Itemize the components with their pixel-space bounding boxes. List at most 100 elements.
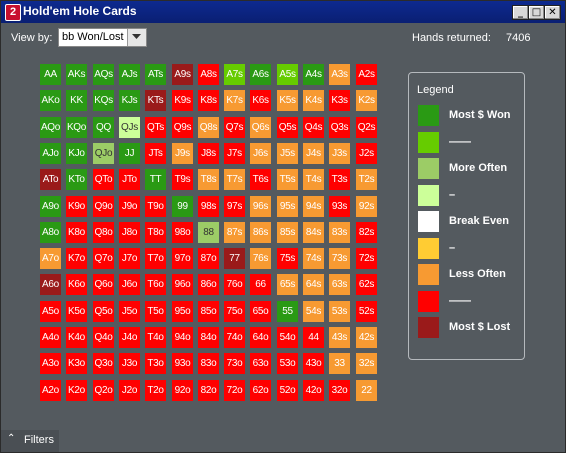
hand-cell[interactable]: 92s	[356, 196, 377, 217]
hand-cell[interactable]: QTo	[93, 169, 114, 190]
hand-cell[interactable]: 32o	[329, 380, 350, 401]
hand-cell[interactable]: A6s	[250, 64, 271, 85]
hand-cell[interactable]: A7s	[224, 64, 245, 85]
hand-cell[interactable]: J5s	[277, 143, 298, 164]
hand-cell[interactable]: J5o	[119, 301, 140, 322]
hand-cell[interactable]: A6o	[40, 274, 61, 295]
hand-cell[interactable]: KTs	[145, 90, 166, 111]
hand-cell[interactable]: K4s	[303, 90, 324, 111]
hand-cell[interactable]: A8s	[198, 64, 219, 85]
hand-cell[interactable]: 73s	[329, 248, 350, 269]
hand-cell[interactable]: T9s	[172, 169, 193, 190]
hand-cell[interactable]: 76s	[250, 248, 271, 269]
hand-cell[interactable]: 74s	[303, 248, 324, 269]
hand-cell[interactable]: J9s	[172, 143, 193, 164]
hand-cell[interactable]: T4o	[145, 327, 166, 348]
hand-cell[interactable]: A7o	[40, 248, 61, 269]
hand-cell[interactable]: K9o	[66, 196, 87, 217]
hand-cell[interactable]: Q2o	[93, 380, 114, 401]
hand-cell[interactable]: K5s	[277, 90, 298, 111]
hand-cell[interactable]: 63o	[250, 353, 271, 374]
hand-cell[interactable]: 87s	[224, 222, 245, 243]
hand-cell[interactable]: T2o	[145, 380, 166, 401]
hand-cell[interactable]: A5o	[40, 301, 61, 322]
hand-cell[interactable]: 93o	[172, 353, 193, 374]
hand-cell[interactable]: 74o	[224, 327, 245, 348]
hand-cell[interactable]: A8o	[40, 222, 61, 243]
hand-cell[interactable]: T7o	[145, 248, 166, 269]
hand-cell[interactable]: K7s	[224, 90, 245, 111]
hand-cell[interactable]: Q7o	[93, 248, 114, 269]
hand-cell[interactable]: T2s	[356, 169, 377, 190]
hand-cell[interactable]: A9s	[172, 64, 193, 85]
hand-cell[interactable]: K2o	[66, 380, 87, 401]
hand-cell[interactable]: KJs	[119, 90, 140, 111]
hand-cell[interactable]: 62o	[250, 380, 271, 401]
hand-cell[interactable]: A3o	[40, 353, 61, 374]
hand-cell[interactable]: J6o	[119, 274, 140, 295]
hand-cell[interactable]: 97s	[224, 196, 245, 217]
hand-cell[interactable]: J8s	[198, 143, 219, 164]
hand-cell[interactable]: QJo	[93, 143, 114, 164]
hand-cell[interactable]: K3o	[66, 353, 87, 374]
maximize-button[interactable]: □	[528, 5, 545, 20]
hand-cell[interactable]: 87o	[198, 248, 219, 269]
hand-cell[interactable]: J9o	[119, 196, 140, 217]
hand-cell[interactable]: 86o	[198, 274, 219, 295]
hand-cell[interactable]: A9o	[40, 196, 61, 217]
hand-cell[interactable]: K2s	[356, 90, 377, 111]
hand-cell[interactable]: ATs	[145, 64, 166, 85]
hand-cell[interactable]: 83s	[329, 222, 350, 243]
hand-cell[interactable]: AJo	[40, 143, 61, 164]
hand-cell[interactable]: 75s	[277, 248, 298, 269]
hand-cell[interactable]: Q8o	[93, 222, 114, 243]
hand-cell[interactable]: 76o	[224, 274, 245, 295]
hand-cell[interactable]: J7o	[119, 248, 140, 269]
hand-cell[interactable]: T5o	[145, 301, 166, 322]
hand-cell[interactable]: Q4o	[93, 327, 114, 348]
hand-cell[interactable]: Q6s	[250, 117, 271, 138]
hand-cell[interactable]: 99	[172, 196, 193, 217]
hand-cell[interactable]: 77	[224, 248, 245, 269]
hand-cell[interactable]: 95o	[172, 301, 193, 322]
hand-cell[interactable]: JTo	[119, 169, 140, 190]
hand-cell[interactable]: T6s	[250, 169, 271, 190]
hand-cell[interactable]: 55	[277, 301, 298, 322]
hand-cell[interactable]: Q4s	[303, 117, 324, 138]
hand-cell[interactable]: TT	[145, 169, 166, 190]
hand-cell[interactable]: 84s	[303, 222, 324, 243]
hand-cell[interactable]: J3s	[329, 143, 350, 164]
hand-cell[interactable]: 64o	[250, 327, 271, 348]
hand-cell[interactable]: KK	[66, 90, 87, 111]
hand-cell[interactable]: AKs	[66, 64, 87, 85]
hand-cell[interactable]: K9s	[172, 90, 193, 111]
minimize-button[interactable]: _	[512, 5, 529, 20]
hand-cell[interactable]: K8s	[198, 90, 219, 111]
hand-cell[interactable]: 54o	[277, 327, 298, 348]
hand-cell[interactable]: Q3o	[93, 353, 114, 374]
hand-cell[interactable]: AQo	[40, 117, 61, 138]
hand-cell[interactable]: J2o	[119, 380, 140, 401]
hand-cell[interactable]: J8o	[119, 222, 140, 243]
hand-cell[interactable]: 98s	[198, 196, 219, 217]
hand-cell[interactable]: AA	[40, 64, 61, 85]
hand-cell[interactable]: A5s	[277, 64, 298, 85]
hand-cell[interactable]: 93s	[329, 196, 350, 217]
hand-cell[interactable]: 85s	[277, 222, 298, 243]
hand-cell[interactable]: A2o	[40, 380, 61, 401]
hand-cell[interactable]: 54s	[303, 301, 324, 322]
view-by-dropdown[interactable]: bb Won/Lost	[58, 28, 147, 47]
hand-cell[interactable]: 52s	[356, 301, 377, 322]
hand-cell[interactable]: 22	[356, 380, 377, 401]
hand-cell[interactable]: Q9s	[172, 117, 193, 138]
hand-cell[interactable]: 32s	[356, 353, 377, 374]
hand-cell[interactable]: 95s	[277, 196, 298, 217]
hand-cell[interactable]: 82o	[198, 380, 219, 401]
hand-cell[interactable]: Q2s	[356, 117, 377, 138]
hand-cell[interactable]: T3o	[145, 353, 166, 374]
hand-cell[interactable]: Q3s	[329, 117, 350, 138]
hand-cell[interactable]: AKo	[40, 90, 61, 111]
hand-cell[interactable]: QQ	[93, 117, 114, 138]
hand-cell[interactable]: 88	[198, 222, 219, 243]
hand-cell[interactable]: 65s	[277, 274, 298, 295]
